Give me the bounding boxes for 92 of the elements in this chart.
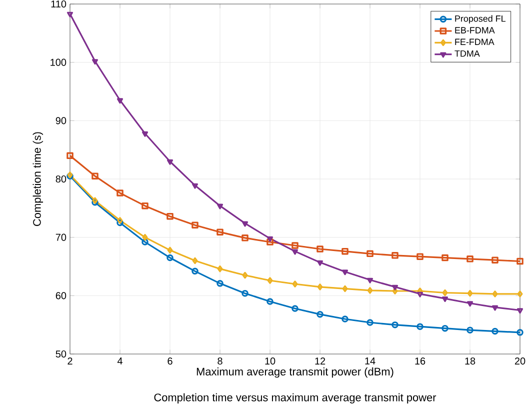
point xyxy=(166,254,174,262)
point xyxy=(292,280,298,288)
point xyxy=(216,228,224,236)
x-axis-title: Maximum average transmit power (dBm) xyxy=(196,367,394,378)
point xyxy=(366,319,374,326)
x-tick-label: 18 xyxy=(465,358,476,365)
point xyxy=(242,290,248,297)
point xyxy=(292,242,298,249)
point xyxy=(442,324,448,332)
legend-label: TDMA xyxy=(454,50,480,57)
y-axis-title: Completion time (s) xyxy=(32,132,44,226)
point xyxy=(166,159,174,165)
point xyxy=(316,246,324,252)
x-tick-label: 12 xyxy=(315,358,326,364)
x-tick-label: 2 xyxy=(68,358,72,364)
point xyxy=(216,280,224,287)
point xyxy=(116,219,124,226)
point xyxy=(142,131,148,137)
x-tick-label: 8 xyxy=(218,358,222,365)
point xyxy=(367,287,373,294)
point xyxy=(392,288,398,294)
point xyxy=(116,98,124,104)
point xyxy=(242,221,248,227)
x-tick-label: 20 xyxy=(514,358,526,365)
y-tick-label: 50 xyxy=(56,350,66,358)
point xyxy=(142,202,148,210)
point xyxy=(92,172,98,180)
point xyxy=(492,290,498,298)
point xyxy=(366,278,374,284)
legend-label: FE-FDMA xyxy=(455,38,494,45)
y-tick-label: 90 xyxy=(56,117,66,124)
point xyxy=(66,152,74,160)
point xyxy=(392,321,398,328)
y-tick-label: 80 xyxy=(56,175,66,183)
point xyxy=(466,256,474,262)
point xyxy=(142,238,148,246)
point xyxy=(316,260,324,266)
point xyxy=(216,204,224,210)
point xyxy=(416,253,424,260)
point xyxy=(466,301,474,307)
point xyxy=(416,323,424,330)
point xyxy=(342,248,348,255)
point xyxy=(266,236,274,242)
point xyxy=(92,59,98,65)
text: Completion time versus maximum average transmit power xyxy=(154,393,436,404)
point xyxy=(266,238,274,246)
point xyxy=(166,212,174,220)
point xyxy=(292,305,298,312)
point xyxy=(467,290,473,297)
point xyxy=(316,310,324,318)
point xyxy=(192,257,198,264)
point xyxy=(242,272,248,279)
point xyxy=(267,277,273,284)
x-tick-label: 4 xyxy=(117,358,122,364)
point xyxy=(266,298,274,305)
point xyxy=(466,326,474,334)
x-tick-label: 10 xyxy=(265,358,276,365)
point xyxy=(116,190,124,196)
point xyxy=(492,256,498,264)
point xyxy=(442,254,448,262)
y-tick-label: 70 xyxy=(56,234,66,241)
x-tick-label: 6 xyxy=(168,358,172,365)
point xyxy=(292,249,298,255)
point xyxy=(192,222,198,228)
point xyxy=(492,305,498,311)
point xyxy=(242,234,248,242)
point xyxy=(192,183,198,189)
point xyxy=(417,288,423,294)
point xyxy=(192,268,198,275)
point xyxy=(366,250,374,258)
point xyxy=(442,296,448,302)
point xyxy=(167,246,173,254)
y-tick-label: 100 xyxy=(50,58,66,66)
x-tick-label: 14 xyxy=(365,358,376,364)
y-tick-label: 60 xyxy=(56,292,66,300)
point xyxy=(392,284,398,290)
point xyxy=(217,265,223,272)
point xyxy=(492,328,498,335)
point xyxy=(342,270,348,276)
legend-label: EB-FDMA xyxy=(455,27,495,34)
y-tick-label: 110 xyxy=(51,0,66,8)
point xyxy=(117,217,123,224)
x-tick-label: 16 xyxy=(415,358,426,365)
point xyxy=(342,285,348,292)
point xyxy=(516,258,524,265)
point xyxy=(442,289,448,296)
point xyxy=(342,316,348,322)
point xyxy=(317,284,323,290)
point xyxy=(392,252,398,259)
legend-label: Proposed FL xyxy=(455,15,506,24)
point xyxy=(416,292,424,298)
point xyxy=(142,234,148,241)
